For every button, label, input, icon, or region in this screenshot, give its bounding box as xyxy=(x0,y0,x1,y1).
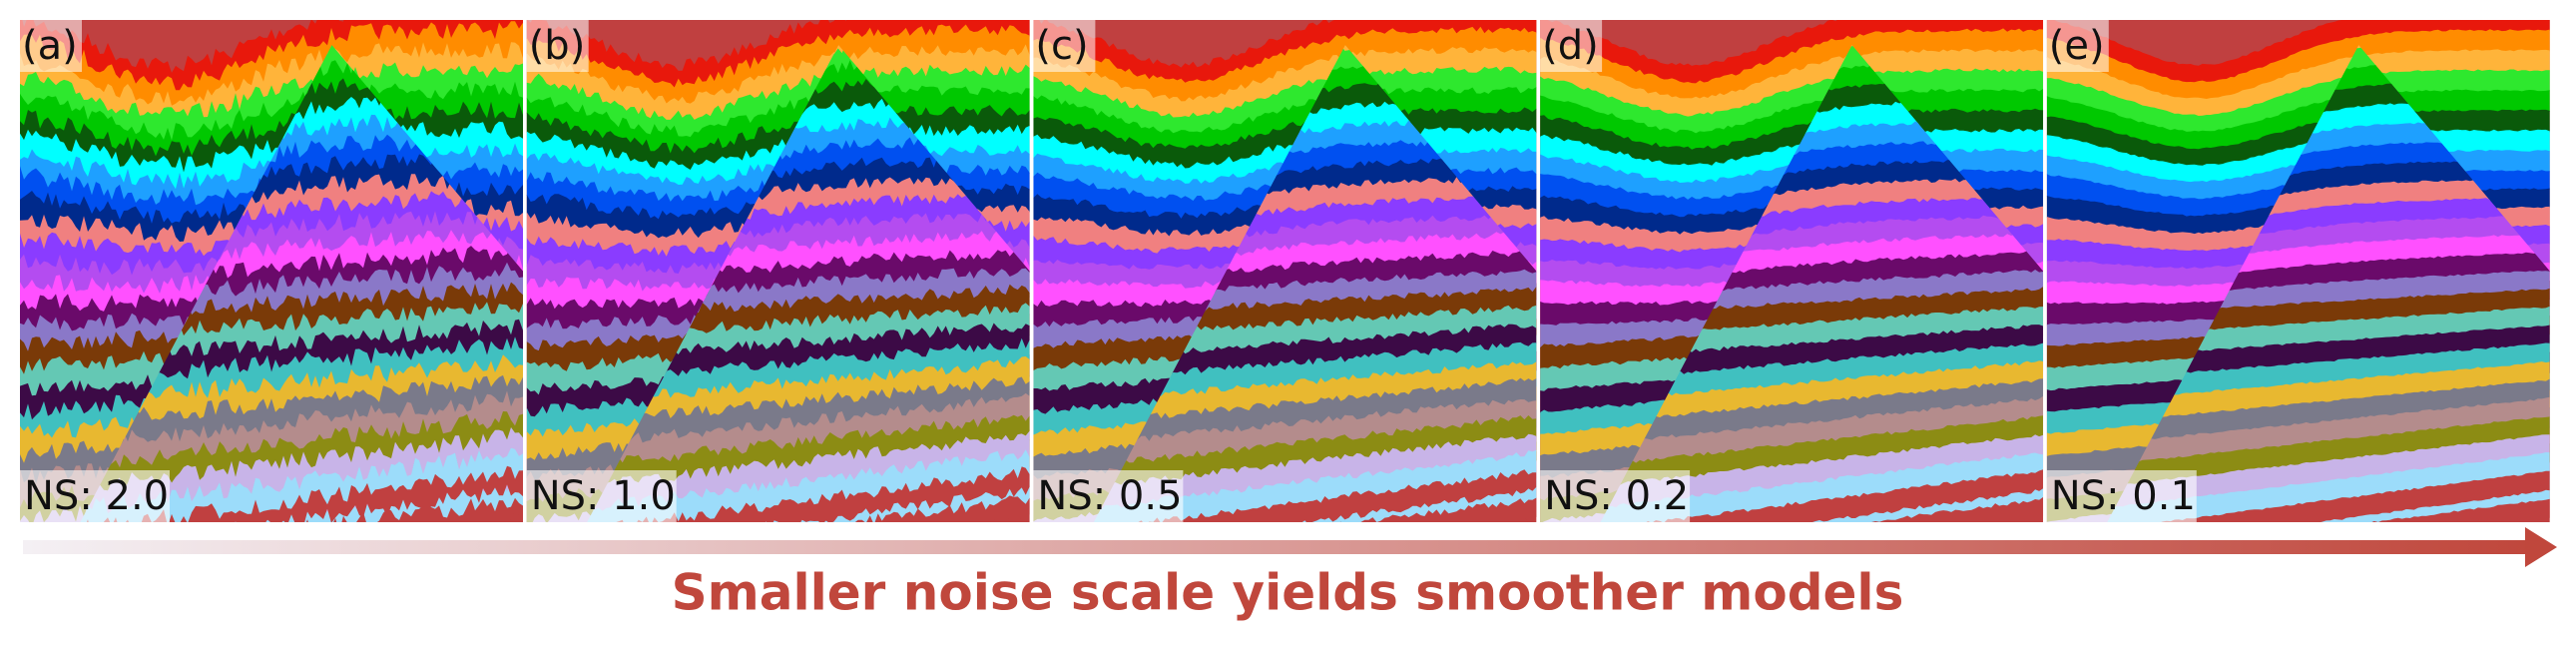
layer xyxy=(2371,498,2550,522)
layer xyxy=(1600,395,2044,473)
layer xyxy=(526,44,1030,121)
layer xyxy=(1706,479,2044,522)
layer xyxy=(1600,378,2044,452)
noise-scale: NS: 0.5 xyxy=(1037,473,1182,519)
layer xyxy=(2107,361,2550,429)
layer xyxy=(1033,20,1537,84)
layer xyxy=(2107,470,2550,522)
layer xyxy=(526,20,1030,89)
panel-label: (a) xyxy=(22,23,78,69)
layer xyxy=(20,62,523,142)
layer xyxy=(20,42,523,119)
layer xyxy=(1540,68,2044,135)
layer xyxy=(80,374,523,453)
layer xyxy=(1093,377,1537,454)
layer xyxy=(1600,360,2044,430)
layer xyxy=(80,447,523,522)
layer xyxy=(587,414,1030,500)
label-bg xyxy=(2046,20,2109,72)
layer xyxy=(20,101,523,174)
layer xyxy=(1540,28,2044,100)
noise-scale: NS: 0.1 xyxy=(2051,473,2196,519)
panel: (a) NS: 2.0 xyxy=(20,20,523,522)
label-bg xyxy=(1540,20,1603,72)
layer xyxy=(80,354,523,434)
noise-scale: NS: 2.0 xyxy=(24,473,169,519)
layer xyxy=(526,105,1030,171)
layer xyxy=(2046,29,2550,100)
panel: (e) NS: 0.1 xyxy=(2046,20,2550,522)
layer xyxy=(2046,69,2550,133)
panel: (b) NS: 1.0 xyxy=(526,20,1030,522)
layer xyxy=(587,392,1030,475)
layer xyxy=(80,302,523,371)
layer xyxy=(80,465,523,522)
layer xyxy=(587,376,1030,455)
layer xyxy=(80,244,523,304)
layer xyxy=(587,323,1030,389)
layer xyxy=(2046,89,2550,151)
label-bg xyxy=(1033,20,1096,72)
layer xyxy=(20,81,523,158)
layer xyxy=(526,24,1030,105)
label-bg xyxy=(526,20,589,72)
layer xyxy=(821,495,1030,522)
panel: (c) NS: 0.5 xyxy=(1033,20,1537,522)
layer xyxy=(587,356,1030,432)
ns-bg xyxy=(1033,470,1184,522)
layer xyxy=(80,390,523,477)
layer xyxy=(1600,469,2044,522)
layer xyxy=(1033,47,1537,119)
layer xyxy=(1033,26,1537,103)
noise-scale: NS: 0.2 xyxy=(1544,473,1689,519)
layer xyxy=(1871,496,2044,522)
panel-label: (c) xyxy=(1035,23,1088,69)
layer xyxy=(526,64,1030,139)
panel-label: (b) xyxy=(529,23,586,69)
layer xyxy=(1540,88,2044,151)
label-bg xyxy=(20,20,82,72)
layer xyxy=(2046,49,2550,117)
layer xyxy=(1093,469,1537,522)
arrow-head xyxy=(2525,527,2557,567)
layer xyxy=(1093,361,1537,430)
noise-scale: NS: 1.0 xyxy=(531,473,676,519)
layer xyxy=(306,497,523,522)
layer xyxy=(80,336,523,413)
layer xyxy=(587,466,1030,522)
layer xyxy=(20,21,523,107)
panels: (a) NS: 2.0 (b) NS: 1.0 (c) NS: 0.5 (d) NS: 0.2… xyxy=(20,20,2550,522)
layers xyxy=(20,20,523,522)
layer xyxy=(1093,399,1537,475)
arrow-shaft xyxy=(23,540,2533,554)
arrow xyxy=(23,527,2557,567)
layer xyxy=(20,20,523,92)
panel-label: (e) xyxy=(2049,23,2105,69)
layer xyxy=(2046,20,2550,84)
layer xyxy=(1540,48,2044,118)
layer xyxy=(662,477,1030,522)
layers xyxy=(1540,20,2044,522)
layer xyxy=(1339,497,1537,522)
ns-bg xyxy=(2046,470,2197,522)
layer xyxy=(1033,66,1537,135)
caption: Smaller noise scale yields smoother mode… xyxy=(672,564,1904,622)
panel-label: (d) xyxy=(1542,23,1599,69)
layer xyxy=(2107,378,2550,450)
layer xyxy=(1033,87,1537,150)
panel: (d) NS: 0.2 xyxy=(1540,20,2044,522)
ns-bg xyxy=(20,470,170,522)
layer xyxy=(1192,478,1537,522)
layer xyxy=(2107,396,2550,474)
layer xyxy=(526,85,1030,155)
ns-bg xyxy=(1540,470,1691,522)
ns-bg xyxy=(526,470,677,522)
